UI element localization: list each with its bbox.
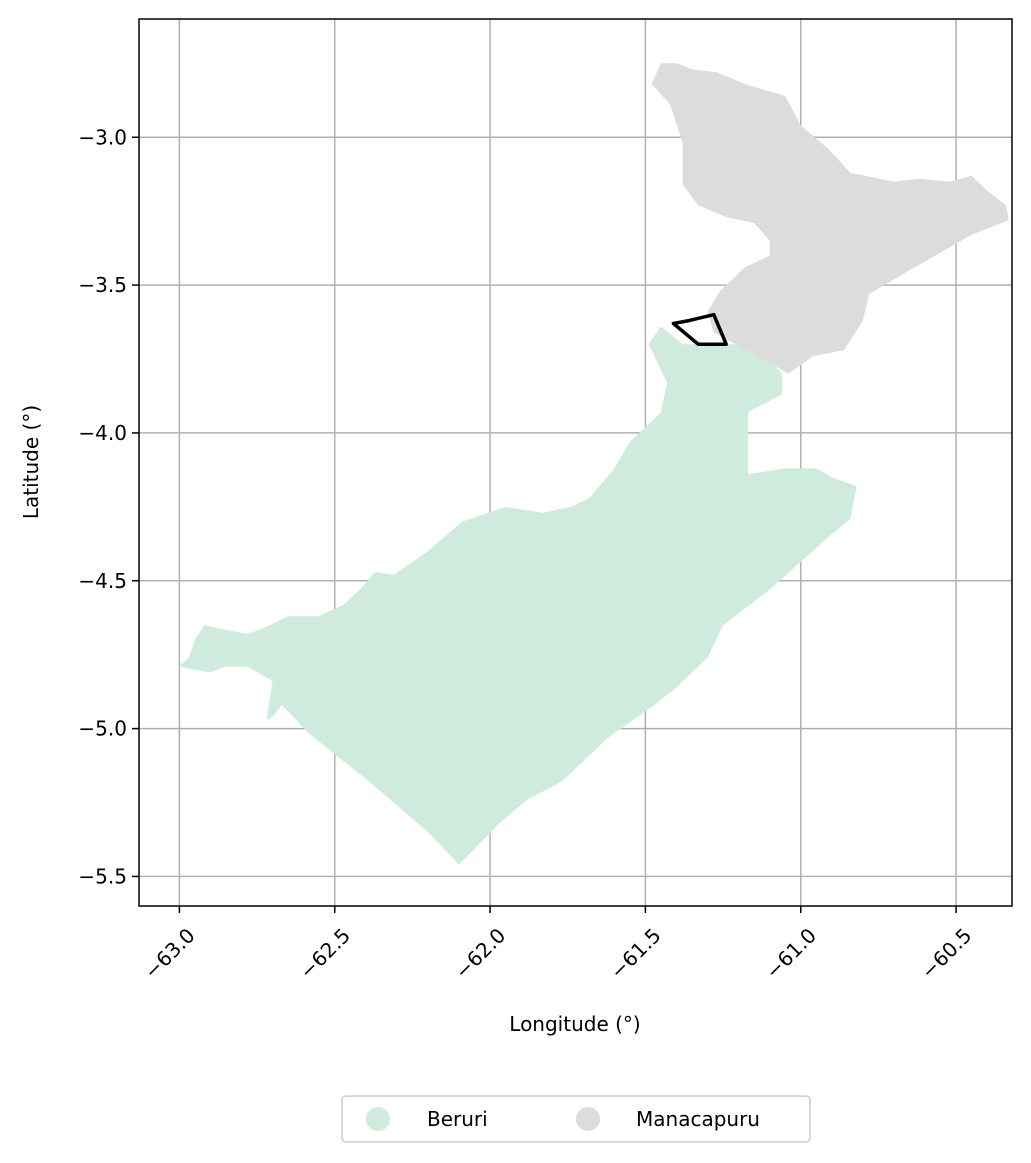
x-axis-ticks: −63.0 −62.5 −62.0 −61.5 −61.0 −60.5: [139, 906, 976, 984]
y-tick-label: −4.0: [78, 421, 127, 445]
legend-marker-beruri: [366, 1107, 390, 1131]
plot-background: [139, 19, 1012, 906]
y-tick-label: −5.0: [78, 717, 127, 741]
x-axis-label: Longitude (°): [509, 1012, 640, 1036]
highlight-outline: [671, 312, 728, 346]
grid: [139, 19, 1012, 906]
regions: [179, 63, 1009, 865]
legend-marker-manacapuru: [576, 1107, 600, 1131]
x-tick-label: −62.0: [450, 923, 510, 983]
x-tick-label: −60.5: [916, 923, 976, 983]
x-tick-label: −62.5: [295, 923, 355, 983]
legend: Beruri Manacapuru: [341, 1095, 811, 1143]
x-tick-label: −61.5: [605, 923, 665, 983]
y-tick-label: −5.5: [78, 864, 127, 888]
x-tick-label: −63.0: [139, 923, 199, 983]
x-tick-label: −61.0: [761, 923, 821, 983]
legend-label-beruri: Beruri: [427, 1107, 488, 1131]
outline-layer: [671, 312, 728, 346]
y-axis-label: Latitude (°): [19, 405, 43, 519]
y-axis-ticks: −3.0 −3.5 −4.0 −4.5 −5.0 −5.5: [78, 125, 139, 888]
plot-frame: [138, 18, 1013, 907]
region-manacapuru: [651, 63, 1009, 374]
plot-area: [138, 18, 1013, 907]
legend-label-manacapuru: Manacapuru: [636, 1107, 760, 1131]
y-tick-label: −3.5: [78, 273, 127, 297]
y-tick-label: −3.0: [78, 125, 127, 149]
region-beruri: [179, 326, 857, 865]
y-tick-label: −4.5: [78, 569, 127, 593]
